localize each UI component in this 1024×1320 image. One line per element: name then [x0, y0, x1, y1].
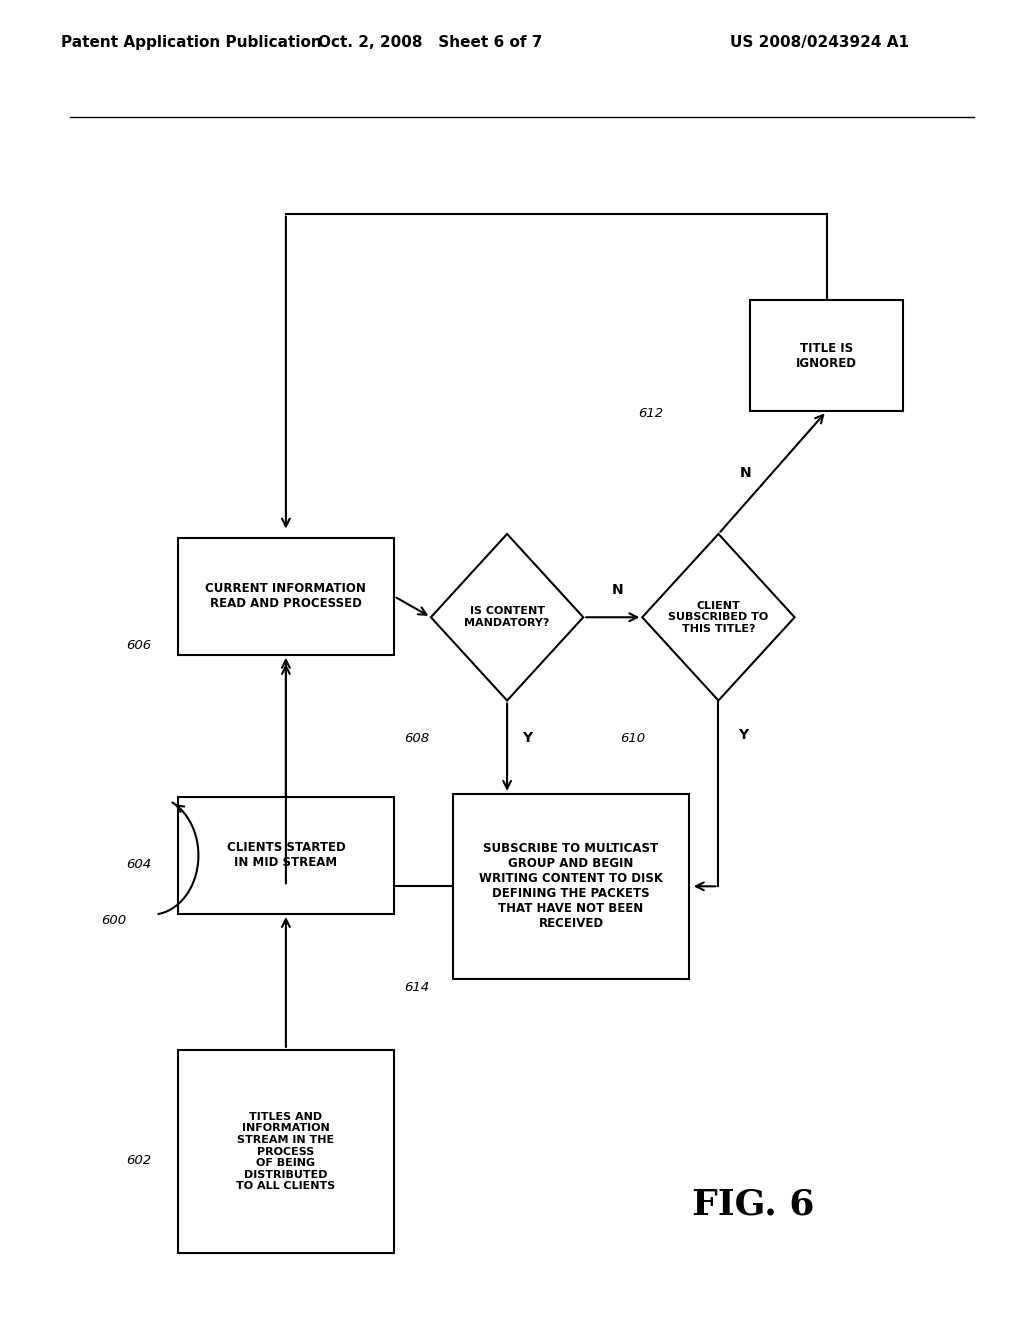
FancyBboxPatch shape	[178, 797, 394, 913]
Text: 612: 612	[638, 407, 663, 420]
Text: SUBSCRIBE TO MULTICAST
GROUP AND BEGIN
WRITING CONTENT TO DISK
DEFINING THE PACK: SUBSCRIBE TO MULTICAST GROUP AND BEGIN W…	[479, 842, 663, 931]
Text: N: N	[740, 466, 752, 479]
Polygon shape	[642, 535, 795, 701]
Text: CLIENTS STARTED
IN MID STREAM: CLIENTS STARTED IN MID STREAM	[226, 841, 345, 870]
Text: 604: 604	[127, 858, 152, 871]
Text: N: N	[612, 583, 624, 597]
Text: TITLES AND
INFORMATION
STREAM IN THE
PROCESS
OF BEING
DISTRIBUTED
TO ALL CLIENTS: TITLES AND INFORMATION STREAM IN THE PRO…	[237, 1111, 336, 1192]
FancyBboxPatch shape	[178, 537, 394, 655]
Text: Y: Y	[738, 729, 749, 742]
Text: 610: 610	[621, 731, 645, 744]
Text: Oct. 2, 2008   Sheet 6 of 7: Oct. 2, 2008 Sheet 6 of 7	[317, 34, 543, 50]
Text: Patent Application Publication: Patent Application Publication	[61, 34, 323, 50]
FancyBboxPatch shape	[178, 1049, 394, 1254]
Text: 600: 600	[101, 915, 126, 928]
Text: 608: 608	[403, 731, 429, 744]
Text: Y: Y	[521, 730, 531, 744]
Text: IS CONTENT
MANDATORY?: IS CONTENT MANDATORY?	[465, 606, 550, 628]
FancyBboxPatch shape	[751, 300, 903, 411]
Text: TITLE IS
IGNORED: TITLE IS IGNORED	[796, 342, 857, 370]
Polygon shape	[431, 535, 584, 701]
FancyBboxPatch shape	[453, 793, 689, 979]
Text: 602: 602	[127, 1154, 152, 1167]
Text: CLIENT
SUBSCRIBED TO
THIS TITLE?: CLIENT SUBSCRIBED TO THIS TITLE?	[669, 601, 769, 634]
Text: 606: 606	[127, 639, 152, 652]
Text: FIG. 6: FIG. 6	[691, 1188, 814, 1222]
Text: CURRENT INFORMATION
READ AND PROCESSED: CURRENT INFORMATION READ AND PROCESSED	[206, 582, 367, 610]
Text: US 2008/0243924 A1: US 2008/0243924 A1	[730, 34, 908, 50]
Text: 614: 614	[403, 981, 429, 994]
